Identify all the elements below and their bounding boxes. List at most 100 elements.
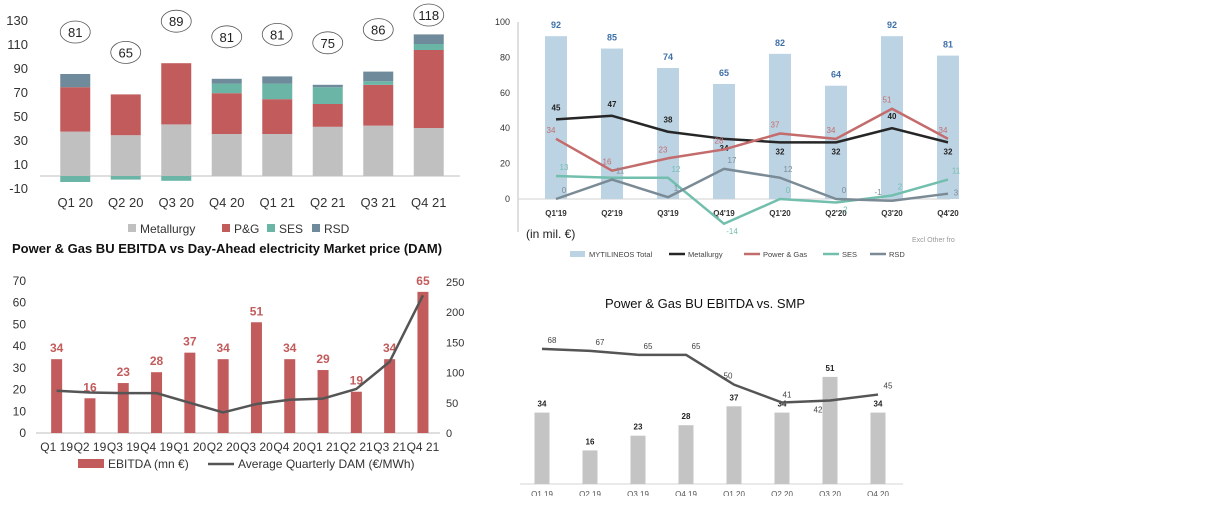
- series-line-ses: [555, 174, 949, 226]
- line-value-label: 51: [883, 96, 892, 105]
- ebitda-value-label: 51: [250, 304, 264, 318]
- legend-swatch: [128, 224, 136, 232]
- x-tick-label: Q3'19: [657, 209, 679, 218]
- total-bubble: [312, 31, 344, 55]
- line-value-label: 12: [672, 165, 681, 174]
- stacked-ebitda-chart-panel: -10 10 30 50 70 90 110 130 81 Q1 20 65 Q2 20 89 Q3 20…: [0, 0, 470, 240]
- legend-label: Metallurgy: [140, 222, 195, 236]
- line-value-label: 40: [888, 112, 897, 121]
- line-value-label: 45: [552, 103, 561, 112]
- y-tick-label: 50: [14, 109, 28, 124]
- bar-value-label: 92: [887, 20, 897, 30]
- bar-segment-p-g: [161, 63, 192, 125]
- y-right-tick-label: 250: [446, 277, 464, 289]
- line-value-label: 11: [952, 167, 961, 176]
- bar-segment-ses: [110, 176, 141, 180]
- line-value-label: 2: [898, 182, 903, 191]
- bar-segment-p-g: [363, 84, 394, 126]
- bar-mytilineos-total: [657, 68, 679, 200]
- x-tick-label: Q3 20: [240, 440, 273, 454]
- x-tick-label: Q1 19: [531, 490, 553, 496]
- ebitda-value-label: 34: [874, 400, 883, 409]
- y-right-tick-label: 50: [446, 398, 458, 410]
- ebitda-bar: [534, 412, 550, 484]
- y-left-tick-label: 0: [19, 426, 26, 440]
- line-value-label: 34: [939, 126, 948, 135]
- y-right-tick-label: 0: [446, 428, 452, 440]
- line-value-label: 38: [664, 116, 673, 125]
- x-tick-label: Q4 20: [273, 440, 306, 454]
- legend-label-ebitda: EBITDA (mn €): [108, 457, 189, 471]
- smp-value-label: 41: [783, 391, 792, 400]
- line-value-label: -1: [874, 188, 882, 197]
- bar-segment-metallurgy: [161, 124, 192, 176]
- bar-value-label: 85: [607, 33, 617, 43]
- bar-value-label: 74: [663, 52, 673, 62]
- line-value-label: 12: [784, 165, 793, 174]
- x-tick-label: Q4 20: [209, 195, 244, 210]
- x-tick-label: Q2 20: [108, 195, 143, 210]
- legend-label: MYTILINEOS Total: [589, 250, 653, 259]
- line-value-label: 47: [608, 100, 617, 109]
- ebitda-bar: [117, 383, 129, 433]
- ebitda-bar: [151, 372, 163, 433]
- ebitda-bar: [51, 359, 63, 433]
- ebitda-bar: [630, 435, 646, 484]
- bar-segment-ses: [60, 176, 91, 182]
- dam-line: [56, 294, 425, 414]
- y-right-tick-label: 100: [446, 368, 464, 380]
- ebitda-value-label: 34: [778, 400, 787, 409]
- ebitda-bar: [870, 412, 886, 484]
- x-tick-label: Q3 19: [627, 490, 649, 496]
- bar-segment-rsd: [60, 74, 91, 88]
- legend-label: Metallurgy: [688, 250, 723, 259]
- bar-segment-metallurgy: [110, 135, 141, 176]
- x-tick-label: Q1 21: [260, 195, 295, 210]
- bar-mytilineos-total: [601, 48, 623, 199]
- ebitda-bar: [822, 376, 838, 484]
- ebitda-bar: [217, 359, 229, 433]
- ebitda-value-label: 23: [634, 423, 643, 432]
- bar-segment-rsd: [413, 34, 444, 44]
- y-left-tick-label: 40: [13, 339, 27, 353]
- bar-value-label: 81: [943, 40, 953, 50]
- y-left-tick-label: 70: [13, 274, 27, 288]
- bar-segment-ses: [413, 44, 444, 50]
- x-tick-label: Q3 20: [819, 490, 841, 496]
- line-value-label: 34: [827, 126, 836, 135]
- x-tick-label: Q2 20: [207, 440, 240, 454]
- ebitda-value-label: 29: [316, 352, 330, 366]
- bar-value-label: 82: [775, 38, 785, 48]
- bar-mytilineos-total: [545, 36, 567, 199]
- line-value-label: 0: [842, 186, 847, 195]
- bar-segment-p-g: [312, 104, 343, 127]
- smp-value-label: 68: [548, 336, 557, 345]
- pg-vs-dam-chart: 0 10 20 30 40 50 60 70 0 50 100 150 200 250 34 Q1 19 16 Q…: [13, 274, 465, 471]
- line-value-label: 16: [603, 158, 612, 167]
- pg-vs-smp-title: Power & Gas BU EBITDA vs. SMP: [604, 296, 806, 311]
- line-value-label: 0: [562, 186, 567, 195]
- ebitda-value-label: 34: [216, 341, 230, 355]
- pg-vs-dam-title: Power & Gas BU EBITDA vs Day-Ahead elect…: [12, 241, 443, 256]
- legend-swatch: [222, 224, 230, 232]
- bar-segment-ses: [211, 83, 242, 94]
- x-tick-label: Q2 19: [74, 440, 107, 454]
- line-value-label: 32: [944, 147, 953, 156]
- bar-segment-ses: [312, 87, 343, 104]
- y-tick-label: 80: [500, 52, 510, 62]
- bar-segment-rsd: [211, 78, 242, 84]
- y-right-tick-label: 150: [446, 337, 464, 349]
- ebitda-value-label: 34: [383, 341, 397, 355]
- bar-segment-metallurgy: [60, 131, 91, 176]
- ebitda-value-label: 34: [538, 400, 547, 409]
- x-tick-label: Q2 21: [340, 440, 373, 454]
- excl-note: Excl Other fro: [912, 237, 955, 244]
- legend-label: RSD: [889, 250, 905, 259]
- ebitda-value-label: 28: [150, 354, 164, 368]
- line-value-label: 23: [659, 145, 668, 154]
- y-tick-label: 30: [14, 133, 28, 148]
- bar-segment-p-g: [60, 87, 91, 132]
- total-label: 89: [169, 14, 183, 29]
- x-tick-label: Q3 20: [159, 195, 194, 210]
- total-label: 75: [321, 36, 335, 51]
